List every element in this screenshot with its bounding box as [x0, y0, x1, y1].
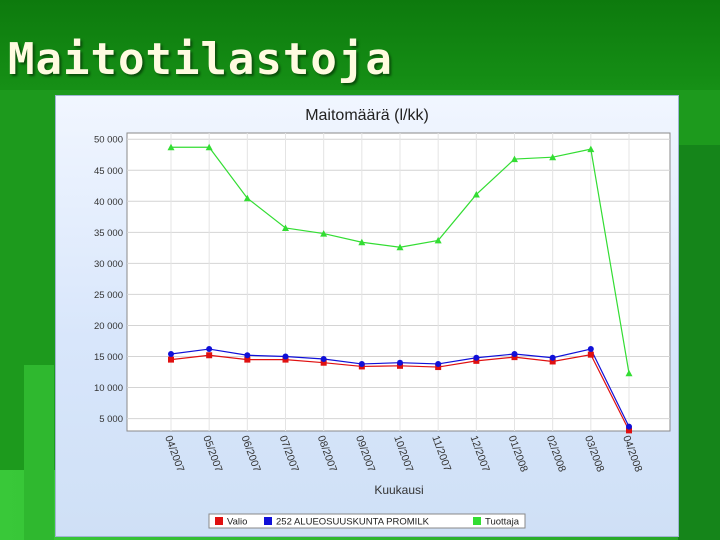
- data-point: [397, 359, 403, 366]
- gridlines: [127, 133, 670, 431]
- chart-legend: Valio 252 ALUEOSUUSKUNTA PROMILK Tuottaja: [208, 513, 526, 529]
- data-point: [167, 143, 175, 151]
- data-point: [243, 194, 251, 202]
- slide-decoration-right: [678, 145, 720, 540]
- data-point: [549, 153, 557, 161]
- x-tick-label: 04/2008: [620, 434, 644, 474]
- slide-decoration-left: [24, 365, 54, 540]
- data-point: [435, 360, 442, 367]
- data-point: [358, 238, 366, 246]
- data-point: [549, 354, 556, 361]
- legend-box: [208, 513, 526, 529]
- data-point: [396, 243, 404, 251]
- y-axis-ticks: 5 000 10 000 15 000 20 000 25 000 30 000 35 00…: [94, 135, 123, 425]
- data-point: [397, 362, 403, 369]
- data-point: [626, 423, 632, 430]
- data-point: [511, 351, 518, 358]
- chart-title: Maitomäärä (l/kk): [305, 107, 429, 124]
- data-point: [282, 353, 289, 360]
- slide-title: Maitotilastoja: [8, 34, 393, 85]
- data-point: [434, 236, 442, 244]
- x-tick-label: 05/2007: [200, 434, 224, 474]
- data-point: [625, 369, 633, 377]
- x-tick-label: 06/2007: [239, 434, 263, 474]
- x-tick-label: 01/2008: [506, 434, 530, 474]
- data-point: [473, 354, 480, 361]
- data-point: [320, 359, 327, 366]
- data-point: [206, 352, 213, 359]
- series-markers: [167, 143, 633, 434]
- x-tick-label: 02/2008: [544, 434, 568, 474]
- data-point: [587, 351, 594, 358]
- x-tick-label: 11/2007: [429, 434, 453, 473]
- y-tick-label: 15 000: [94, 352, 123, 363]
- x-tick-label: 10/2007: [391, 434, 415, 474]
- milk-volume-chart: Maitomäärä (l/kk) 5 000 10 000 15 000 20 00…: [94, 107, 671, 529]
- legend-swatch: [264, 517, 272, 525]
- data-point: [168, 356, 174, 363]
- x-tick-label: 04/2007: [162, 434, 186, 474]
- data-point: [549, 358, 556, 365]
- y-tick-label: 50 000: [94, 135, 123, 146]
- x-axis-ticks: 04/2007 05/2007 06/2007 07/2007 08/2007 09/20…: [162, 434, 644, 474]
- y-tick-label: 20 000: [94, 321, 123, 332]
- x-tick-label: 08/2007: [315, 434, 339, 474]
- data-point: [511, 155, 518, 163]
- data-point: [587, 145, 595, 153]
- data-point: [358, 360, 365, 367]
- y-tick-label: 45 000: [94, 166, 123, 177]
- data-point: [168, 351, 174, 358]
- data-point: [473, 357, 480, 364]
- y-tick-label: 5 000: [99, 414, 123, 425]
- y-tick-label: 35 000: [94, 228, 123, 239]
- data-point: [244, 356, 251, 363]
- x-axis-label: Kuukausi: [374, 483, 423, 497]
- y-tick-label: 30 000: [94, 259, 123, 270]
- data-point: [472, 190, 480, 198]
- x-tick-label: 03/2008: [582, 434, 606, 474]
- legend-entry: Tuottaja: [485, 517, 520, 528]
- x-tick-label: 09/2007: [353, 434, 377, 474]
- data-point: [282, 356, 289, 363]
- x-tick-label: 12/2007: [468, 434, 492, 474]
- data-point: [206, 346, 213, 353]
- legend-swatch: [215, 517, 223, 525]
- data-point: [435, 364, 442, 371]
- legend-entry: Valio: [227, 517, 247, 528]
- legend-entry: 252 ALUEOSUUSKUNTA PROMILK: [276, 517, 430, 528]
- data-point: [244, 352, 251, 359]
- y-tick-label: 10 000: [94, 383, 123, 394]
- chart-panel: Maitomäärä (l/kk) 5 000 10 000 15 000 20 00…: [55, 95, 679, 537]
- data-point: [205, 143, 213, 151]
- y-tick-label: 40 000: [94, 197, 123, 208]
- data-point: [282, 224, 289, 231]
- slide-header-background: [0, 0, 720, 90]
- data-point: [587, 346, 594, 353]
- data-point: [320, 230, 328, 237]
- data-point: [511, 354, 518, 361]
- x-tick-label: 07/2007: [277, 434, 301, 474]
- y-tick-label: 25 000: [94, 290, 123, 301]
- legend-swatch: [473, 517, 481, 525]
- plot-area: [126, 132, 671, 432]
- data-point: [320, 355, 327, 362]
- data-point: [626, 427, 632, 434]
